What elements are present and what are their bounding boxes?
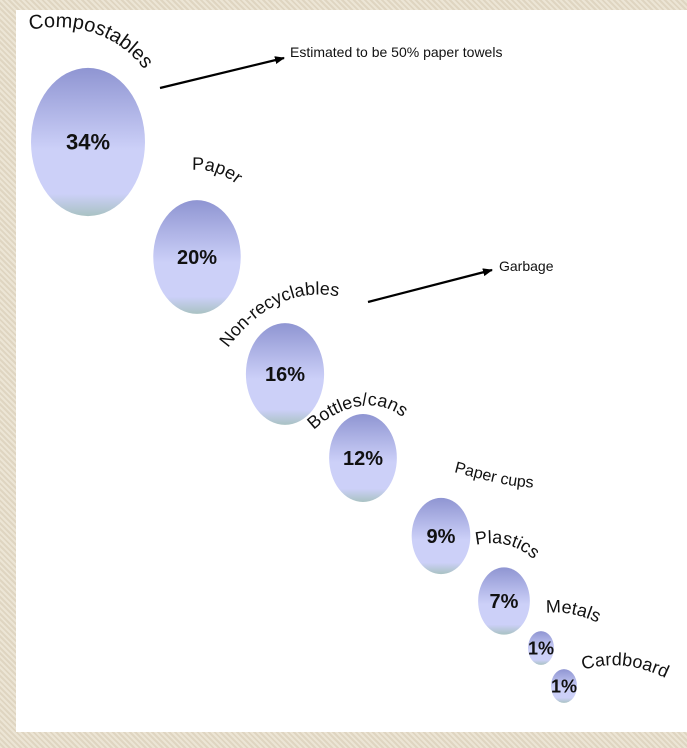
annotation-arrow [159, 56, 285, 90]
bubble-paper-cups: 9% Paper cups [411, 459, 534, 575]
bubble-non-recyclables: 16%Non-recyclables [215, 278, 341, 425]
category-label: Paper cups [453, 459, 534, 491]
value-label: 12% [343, 448, 383, 470]
value-label: 34% [66, 130, 110, 155]
bubble-cardboard: 1%Cardboard [551, 649, 672, 703]
bubble-compostables: 34% Compostables [27, 10, 157, 217]
annotation-compostables: Estimated to be 50% paper towels [159, 44, 502, 90]
value-label: 7% [490, 591, 519, 613]
category-label: Compostables [27, 10, 157, 73]
annotation-non-recyclables: Garbage [367, 258, 554, 304]
chart-panel: 34% Compostables 20% Paper 16% Non-recyclable… [16, 10, 687, 732]
value-label: 1% [551, 676, 577, 696]
value-label: 16% [265, 364, 305, 386]
bubble-shape [528, 631, 554, 665]
bubble-shape [551, 669, 577, 703]
category-label: Plastics [474, 527, 544, 563]
value-label: 1% [528, 638, 554, 658]
annotations-layer: Estimated to be 50% paper towels Garbage [159, 44, 554, 304]
bubble-chart: 34% Compostables 20% Paper 16%Non-recyclable… [27, 10, 672, 703]
bubble-shape [411, 497, 471, 575]
value-label: 20% [177, 247, 217, 269]
category-label: Cardboard [579, 649, 672, 682]
value-label: 9% [427, 526, 456, 548]
annotation-arrow [367, 268, 493, 304]
category-label: Paper [192, 154, 246, 188]
annotation-text: Garbage [499, 258, 554, 274]
bubble-shape [329, 413, 397, 503]
bubble-shape [153, 200, 241, 314]
category-label: Metals [546, 596, 604, 626]
bubble-shape [478, 567, 530, 635]
bubble-plastics: 7% Plastics [474, 527, 544, 635]
annotation-text: Estimated to be 50% paper towels [290, 44, 502, 60]
bubble-shape [31, 67, 145, 217]
bubble-paper: 20% Paper [153, 154, 246, 314]
bubbles-layer: 34% Compostables 20% Paper 16%Non-recyclable… [27, 10, 672, 703]
bubble-bottles-cans: 12%Bottles/cans [303, 389, 412, 503]
bubble-shape [245, 323, 325, 425]
